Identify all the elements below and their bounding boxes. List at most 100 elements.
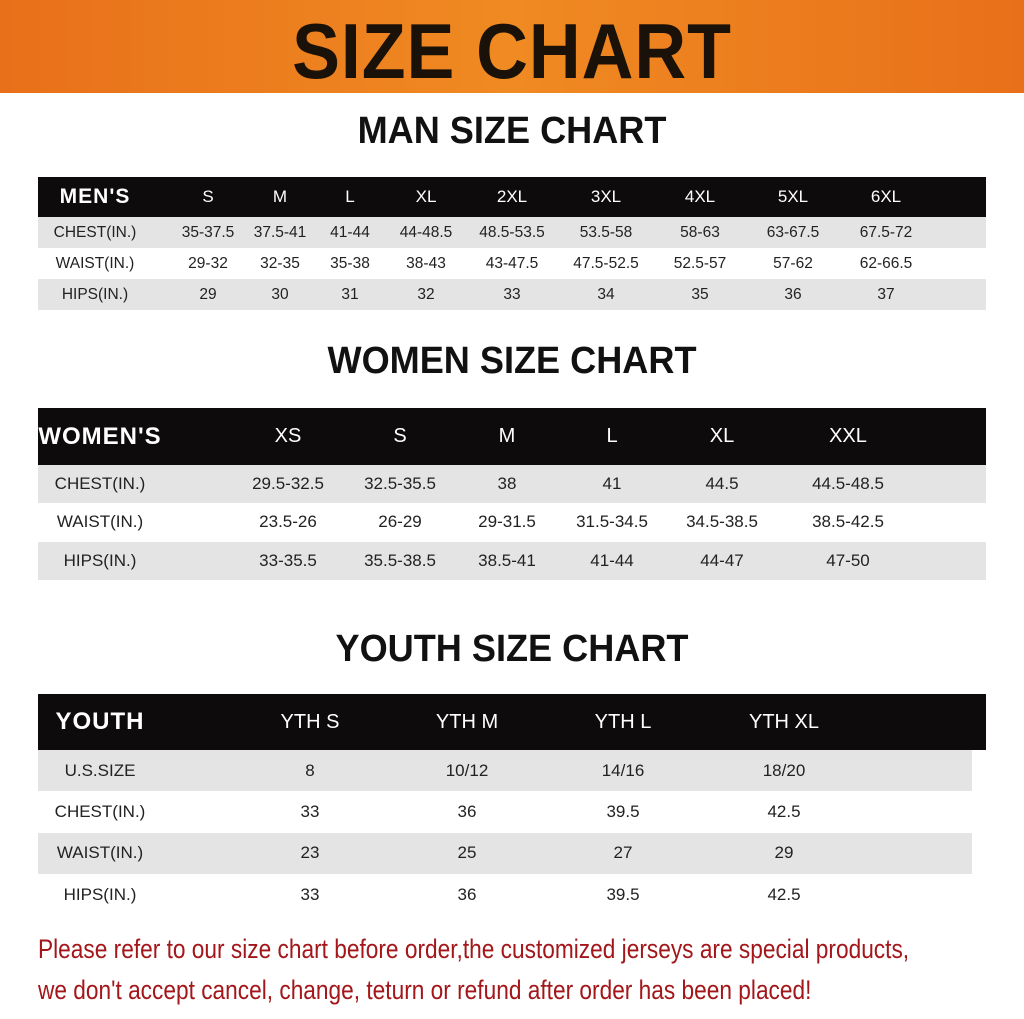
table-cell: 41-44 xyxy=(590,550,634,570)
table-row: WAIST(IN.) 23 25 27 29 xyxy=(38,832,972,874)
table-cell: 44.5 xyxy=(705,474,739,494)
youth-section-title: YOUTH SIZE CHART xyxy=(335,628,689,670)
table-category-header: WOMEN'S xyxy=(38,422,162,450)
size-column-header: YTH S xyxy=(280,710,340,733)
table-header-row: MEN'S S M L XL 2XL 3XL 4XL 5XL 6XL xyxy=(38,177,986,217)
size-column-header: YTH XL xyxy=(748,710,820,733)
table-cell: 52.5-57 xyxy=(673,254,727,272)
table-row: CHEST(IN.) 29.5-32.5 32.5-35.5 38 41 44.5 44.5… xyxy=(38,465,986,504)
table-cell: 36 xyxy=(457,801,477,821)
table-cell: 67.5-72 xyxy=(859,223,913,241)
table-cell: 57-62 xyxy=(773,254,813,272)
table-row: HIPS(IN.) 33 36 39.5 42.5 xyxy=(38,873,972,916)
table-cell: 23.5-26 xyxy=(259,512,317,532)
table-row: HIPS(IN.) 33-35.5 35.5-38.5 38.5-41 41-44 44-… xyxy=(38,541,986,580)
table-cell: 25 xyxy=(457,843,477,863)
table-cell: 39.5 xyxy=(606,801,640,821)
table-cell: 53.5-58 xyxy=(579,223,633,241)
table-row: CHEST(IN.) 33 36 39.5 42.5 xyxy=(38,791,972,833)
youth-size-table: YOUTH YTH S YTH M YTH L YTH XL U.S.SIZE 8 10/12… xyxy=(38,694,986,916)
table-cell: 39.5 xyxy=(606,884,640,904)
table-cell: 62-66.5 xyxy=(859,254,913,272)
table-cell: 32 xyxy=(417,285,435,303)
size-column-header: L xyxy=(345,187,355,206)
table-cell: 34 xyxy=(597,285,615,303)
table-cell: 26-29 xyxy=(378,512,422,532)
table-cell: 29 xyxy=(774,843,794,863)
table-cell: 32.5-35.5 xyxy=(364,474,436,494)
table-cell: 42.5 xyxy=(767,801,801,821)
size-column-header: 2XL xyxy=(496,187,528,206)
size-column-header: XL xyxy=(415,187,437,206)
table-row: CHEST(IN.) 35-37.5 37.5-41 41-44 44-48.5 48.5… xyxy=(38,217,986,248)
measurement-label: U.S.SIZE xyxy=(64,760,136,780)
table-cell: 42.5 xyxy=(767,884,801,904)
table-cell: 29.5-32.5 xyxy=(252,474,324,494)
table-cell: 48.5-53.5 xyxy=(479,223,545,241)
table-cell: 44.5-48.5 xyxy=(812,474,884,494)
table-cell: 29-31.5 xyxy=(478,512,536,532)
table-cell: 33 xyxy=(300,884,320,904)
measurement-label: WAIST(IN.) xyxy=(55,254,135,272)
size-column-header: 6XL xyxy=(870,187,902,206)
table-cell: 35-38 xyxy=(330,254,370,272)
table-cell: 36 xyxy=(784,285,802,303)
size-column-header: M xyxy=(498,425,516,447)
size-column-header: S xyxy=(393,425,407,447)
measurement-label: WAIST(IN.) xyxy=(56,843,144,863)
table-cell: 41 xyxy=(602,474,622,494)
table-cell: 33 xyxy=(503,285,521,303)
women-size-table: WOMEN'S XS S M L XL XXL CHEST(IN.) 29.5-32.5 32.5… xyxy=(38,408,986,580)
table-cell: 38.5-42.5 xyxy=(812,512,884,532)
measurement-label: WAIST(IN.) xyxy=(56,512,144,532)
size-column-header: M xyxy=(272,187,288,206)
table-cell: 38 xyxy=(497,474,517,494)
men-section-title: MAN SIZE CHART xyxy=(357,110,667,152)
table-cell: 35-37.5 xyxy=(181,223,235,241)
size-column-header: 5XL xyxy=(777,187,809,206)
table-row: WAIST(IN.) 23.5-26 26-29 29-31.5 31.5-34.5 34… xyxy=(38,503,986,542)
table-header-row: YOUTH YTH S YTH M YTH L YTH XL xyxy=(38,694,986,750)
table-cell: 43-47.5 xyxy=(485,254,539,272)
table-cell: 34.5-38.5 xyxy=(686,512,758,532)
table-cell: 44-48.5 xyxy=(399,223,453,241)
table-cell: 33 xyxy=(300,801,320,821)
table-cell: 29 xyxy=(199,285,217,303)
size-column-header: YTH M xyxy=(435,710,499,733)
table-category-header: MEN'S xyxy=(59,185,131,208)
size-column-header: XS xyxy=(274,425,302,447)
size-column-header: L xyxy=(606,425,618,447)
table-cell: 31.5-34.5 xyxy=(576,512,648,532)
table-cell: 35.5-38.5 xyxy=(364,550,436,570)
table-cell: 47.5-52.5 xyxy=(573,254,639,272)
table-cell: 29-32 xyxy=(188,254,228,272)
table-row: WAIST(IN.) 29-32 32-35 35-38 38-43 43-47.5 47.… xyxy=(38,248,986,279)
table-cell: 38-43 xyxy=(406,254,446,272)
measurement-label: HIPS(IN.) xyxy=(61,285,129,303)
table-cell: 58-63 xyxy=(680,223,720,241)
notice-line-2: we don't accept cancel, change, teturn o… xyxy=(38,975,812,1005)
measurement-label: CHEST(IN.) xyxy=(54,801,146,821)
table-cell: 10/12 xyxy=(445,760,489,780)
size-column-header: 4XL xyxy=(684,187,716,206)
table-cell: 36 xyxy=(457,884,477,904)
table-cell: 32-35 xyxy=(260,254,300,272)
table-row: HIPS(IN.) 29 30 31 32 33 34 35 36 37 xyxy=(38,279,986,310)
banner-title: SIZE CHART xyxy=(292,7,732,95)
table-cell: 44-47 xyxy=(700,550,744,570)
measurement-label: HIPS(IN.) xyxy=(63,884,137,904)
measurement-label: HIPS(IN.) xyxy=(63,550,137,570)
women-section-title: WOMEN SIZE CHART xyxy=(327,340,697,382)
table-cell: 14/16 xyxy=(601,760,645,780)
table-cell: 8 xyxy=(305,760,315,780)
men-size-table: MEN'S S M L XL 2XL 3XL 4XL 5XL 6XL CHEST(IN.) 35-37… xyxy=(38,177,986,310)
table-cell: 33-35.5 xyxy=(259,550,317,570)
table-category-header: YOUTH xyxy=(55,708,145,735)
size-column-header: 3XL xyxy=(590,187,622,206)
table-cell: 30 xyxy=(271,285,289,303)
table-cell: 23 xyxy=(300,843,320,863)
size-column-header: YTH L xyxy=(594,710,652,733)
table-cell: 47-50 xyxy=(826,550,870,570)
table-cell: 38.5-41 xyxy=(478,550,536,570)
table-cell: 37 xyxy=(877,285,895,303)
